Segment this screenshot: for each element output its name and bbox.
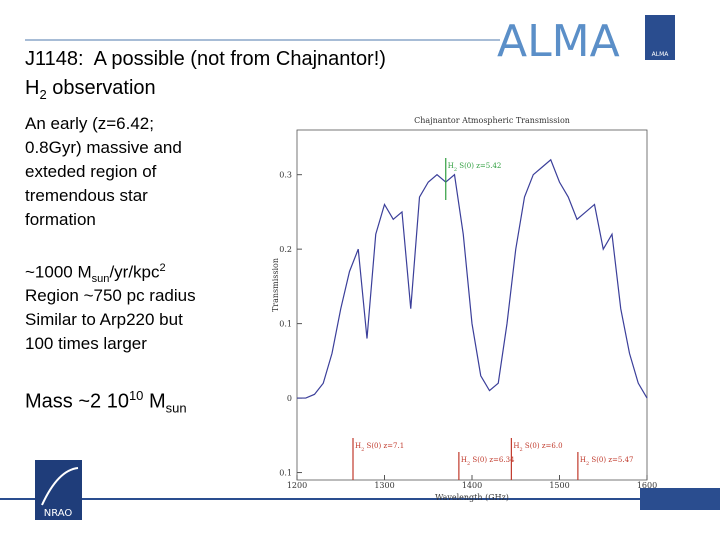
mass-line: Mass ~2 1010 Msun — [25, 388, 187, 416]
text: H — [25, 77, 40, 99]
text: /yr/kpc — [109, 262, 160, 282]
title-line2: H2 observation — [25, 77, 156, 102]
bullet-line: 100 times larger — [25, 334, 147, 353]
nrao-logo — [35, 460, 82, 520]
text: H — [461, 456, 467, 464]
bullet-line: Similar to Arp220 but — [25, 310, 183, 329]
y-tick-label: 0.1 — [279, 320, 292, 329]
subscript: 2 — [467, 461, 470, 467]
bullet-line: Region ~750 pc radius — [25, 286, 196, 305]
nrao-text: NRAO — [44, 508, 73, 519]
subscript: sun — [165, 400, 187, 416]
subscript: 2 — [39, 87, 47, 102]
text: Mass ~2 10 — [25, 390, 129, 413]
marker-label: H2 S(0) z=6.34 — [461, 456, 515, 467]
x-tick-label: 1300 — [374, 481, 394, 490]
y-tick-label: 0.2 — [279, 245, 292, 254]
subscript: 2 — [361, 447, 364, 453]
text: H — [580, 456, 586, 464]
superscript: 2 — [159, 262, 166, 274]
small-logo-text: ALMA — [652, 51, 670, 58]
text: H — [355, 442, 361, 450]
marker-label: H2 S(0) z=7.1 — [355, 442, 404, 453]
text: S(0) z=5.47 — [589, 456, 633, 464]
footer-block — [640, 488, 720, 510]
text: S(0) z=7.1 — [364, 442, 404, 450]
chart-title: Chajnantor Atmospheric Transmission — [414, 116, 570, 125]
bullet-line: ~1000 Msun/yr/kpc2 — [25, 262, 166, 285]
text: ~1000 M — [25, 262, 92, 282]
subscript: 2 — [586, 461, 589, 467]
bullet-line: exteded region of — [25, 162, 157, 181]
x-tick-label: 1500 — [549, 481, 569, 490]
text: S(0) z=5.42 — [457, 162, 501, 170]
text: H — [513, 442, 519, 450]
title: J1148: A possible (not from Chajnantor!) — [25, 48, 386, 70]
x-tick-label: 1600 — [637, 481, 657, 490]
text: M — [143, 390, 166, 413]
footer-rule — [0, 498, 720, 500]
bullet-line: 0.8Gyr) massive and — [25, 138, 182, 157]
bullet-line: An early (z=6.42; — [25, 114, 154, 133]
y-tick-label: 0.3 — [279, 171, 292, 180]
plot-frame — [296, 129, 648, 481]
text: S(0) z=6.34 — [470, 456, 515, 464]
text: observation — [46, 77, 156, 99]
subscript: 2 — [519, 447, 522, 453]
marker-label: H2 S(0) z=5.47 — [580, 456, 634, 467]
text: S(0) z=6.0 — [523, 442, 563, 450]
nrao-dish — [41, 467, 79, 506]
superscript: 10 — [128, 388, 144, 403]
bullet-line: tremendous star — [25, 186, 148, 205]
x-tick-label: 1400 — [462, 481, 482, 490]
bullet-line: formation — [25, 210, 96, 229]
subscript: sun — [91, 273, 110, 286]
y-axis-label: Transmission — [271, 258, 280, 312]
text: H — [448, 162, 454, 170]
x-tick-label: 1200 — [287, 481, 307, 490]
small-logo — [645, 15, 675, 60]
alma-logo: ALMA — [497, 16, 620, 67]
y-tick-label: 0 — [287, 394, 292, 403]
transmission-line — [297, 158, 648, 399]
marker-label: H2 S(0) z=6.0 — [513, 442, 562, 453]
y-tick-label: 0.1 — [279, 469, 292, 478]
subscript: 2 — [454, 167, 457, 173]
marker-label: H2 S(0) z=5.42 — [448, 162, 502, 173]
x-axis-label: Wavelength (GHz) — [435, 493, 509, 502]
